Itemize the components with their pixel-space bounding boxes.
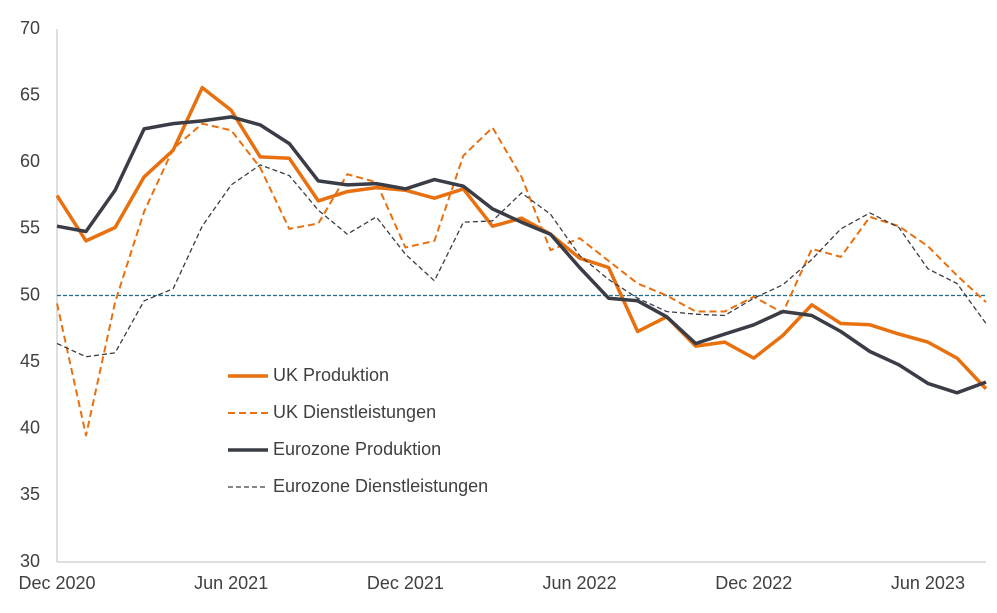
legend-label: UK Dienstleistungen — [273, 402, 436, 422]
x-tick-label: Jun 2023 — [891, 573, 965, 593]
y-tick-label: 45 — [20, 351, 40, 371]
y-tick-label: 60 — [20, 151, 40, 171]
series-line — [56, 164, 987, 358]
x-tick-label: Jun 2021 — [194, 573, 268, 593]
y-tick-label: 65 — [20, 84, 40, 104]
legend-label: UK Produktion — [273, 365, 389, 385]
y-tick-label: 30 — [20, 551, 40, 571]
x-tick-label: Dec 2021 — [367, 573, 444, 593]
x-tick-label: Dec 2022 — [715, 573, 792, 593]
x-tick-label: Dec 2020 — [18, 573, 95, 593]
series-line — [56, 115, 987, 395]
series-line — [56, 122, 987, 437]
y-tick-label: 50 — [20, 284, 40, 304]
y-tick-label: 70 — [20, 18, 40, 38]
y-tick-label: 40 — [20, 418, 40, 438]
series-line — [55, 85, 988, 391]
x-tick-label: Jun 2022 — [543, 573, 617, 593]
y-tick-label: 35 — [20, 484, 40, 504]
y-tick-label: 55 — [20, 218, 40, 238]
legend-label: Eurozone Dienstleistungen — [273, 476, 488, 496]
legend-label: Eurozone Produktion — [273, 439, 441, 459]
